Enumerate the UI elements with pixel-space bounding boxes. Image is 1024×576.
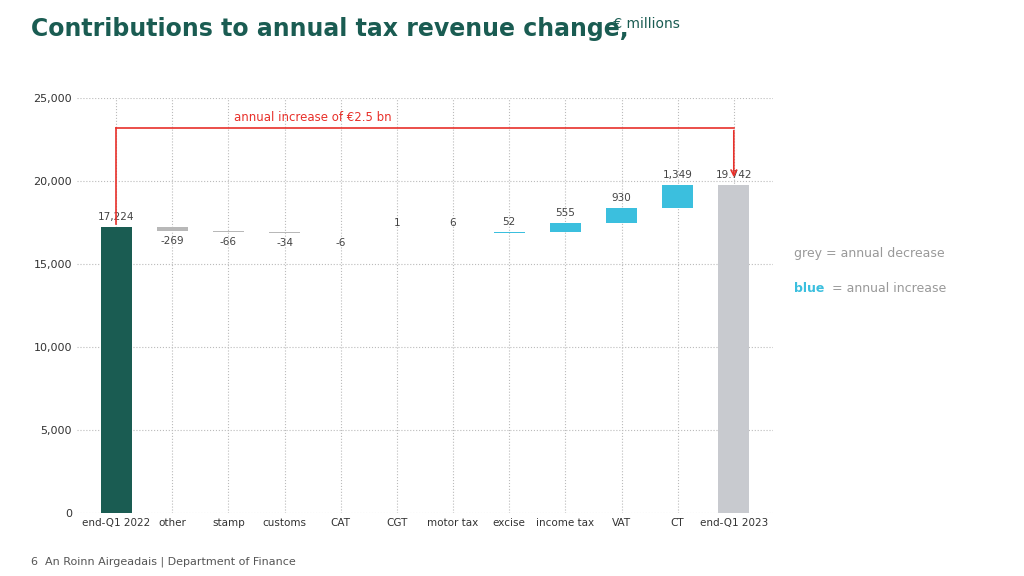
Bar <box>550 223 581 232</box>
Text: -66: -66 <box>220 237 237 248</box>
Text: -34: -34 <box>276 238 293 248</box>
Text: -6: -6 <box>336 238 346 248</box>
Bar <box>494 232 524 233</box>
Text: 555: 555 <box>555 208 575 218</box>
Text: 17,224: 17,224 <box>98 212 134 222</box>
Text: € millions: € millions <box>609 17 680 31</box>
Text: = annual increase: = annual increase <box>828 282 946 294</box>
Text: annual increase of €2.5 bn: annual increase of €2.5 bn <box>233 112 391 124</box>
Bar <box>213 232 244 233</box>
Text: 1: 1 <box>393 218 400 228</box>
Text: 19.742: 19.742 <box>716 170 752 180</box>
Text: 1,349: 1,349 <box>663 170 692 180</box>
Text: 930: 930 <box>611 192 632 203</box>
Text: blue: blue <box>794 282 824 294</box>
Text: grey = annual decrease: grey = annual decrease <box>794 247 944 260</box>
Text: -269: -269 <box>161 236 184 247</box>
Text: 52: 52 <box>503 217 516 227</box>
Text: 6  An Roinn Airgeadais | Department of Finance: 6 An Roinn Airgeadais | Department of Fi… <box>31 557 296 567</box>
Bar <box>606 207 637 223</box>
Bar <box>663 185 693 207</box>
Text: 6: 6 <box>450 218 457 228</box>
Bar <box>719 185 750 513</box>
Bar <box>100 227 131 513</box>
Bar <box>157 227 187 232</box>
Text: Contributions to annual tax revenue change,: Contributions to annual tax revenue chan… <box>31 17 629 41</box>
